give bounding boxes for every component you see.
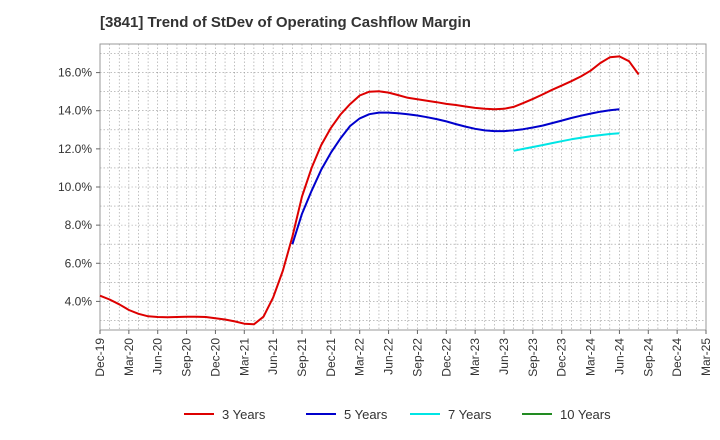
- series-line-3-years: [99, 55, 640, 326]
- chart-title: [3841] Trend of StDev of Operating Cashf…: [100, 14, 471, 31]
- x-tick-label: Dec-24: [670, 338, 684, 377]
- x-tick-label: Sep-22: [410, 338, 424, 377]
- legend-label-10-years: 10 Years: [560, 407, 611, 422]
- x-tick-label: Jun-20: [151, 338, 165, 375]
- x-tick-label: Dec-21: [324, 338, 338, 377]
- y-tick-label: 10.0%: [58, 180, 92, 194]
- x-tick-label: Dec-20: [208, 338, 222, 377]
- y-tick-label: 6.0%: [65, 256, 93, 270]
- x-tick-label: Mar-20: [122, 338, 136, 376]
- legend-label-7-years: 7 Years: [448, 407, 492, 422]
- y-tick-label: 12.0%: [58, 142, 92, 156]
- x-tick-label: Sep-20: [180, 338, 194, 377]
- x-tick-label: Jun-21: [266, 338, 280, 375]
- x-tick-label: Mar-25: [699, 338, 713, 376]
- y-tick-label: 14.0%: [58, 104, 92, 118]
- legend-label-5-years: 5 Years: [344, 407, 388, 422]
- x-tick-label: Jun-23: [497, 338, 511, 375]
- x-tick-label: Mar-22: [353, 338, 367, 376]
- x-tick-label: Mar-24: [584, 338, 598, 376]
- series-line-7-years: [513, 132, 620, 152]
- x-tick-label: Dec-23: [555, 338, 569, 377]
- x-tick-label: Sep-21: [295, 338, 309, 377]
- legend-label-3-years: 3 Years: [222, 407, 266, 422]
- x-tick-label: Dec-22: [439, 338, 453, 377]
- y-tick-label: 16.0%: [58, 66, 92, 80]
- x-tick-label: Sep-24: [641, 338, 655, 377]
- series-line-5-years: [291, 108, 620, 245]
- x-tick-label: Jun-22: [382, 338, 396, 375]
- x-tick-label: Jun-24: [612, 338, 626, 375]
- x-tick-label: Dec-19: [93, 338, 107, 377]
- x-tick-label: Mar-21: [237, 338, 251, 376]
- y-tick-label: 4.0%: [65, 294, 93, 308]
- x-tick-label: Sep-23: [526, 338, 540, 377]
- y-tick-label: 8.0%: [65, 218, 93, 232]
- x-tick-label: Mar-23: [468, 338, 482, 376]
